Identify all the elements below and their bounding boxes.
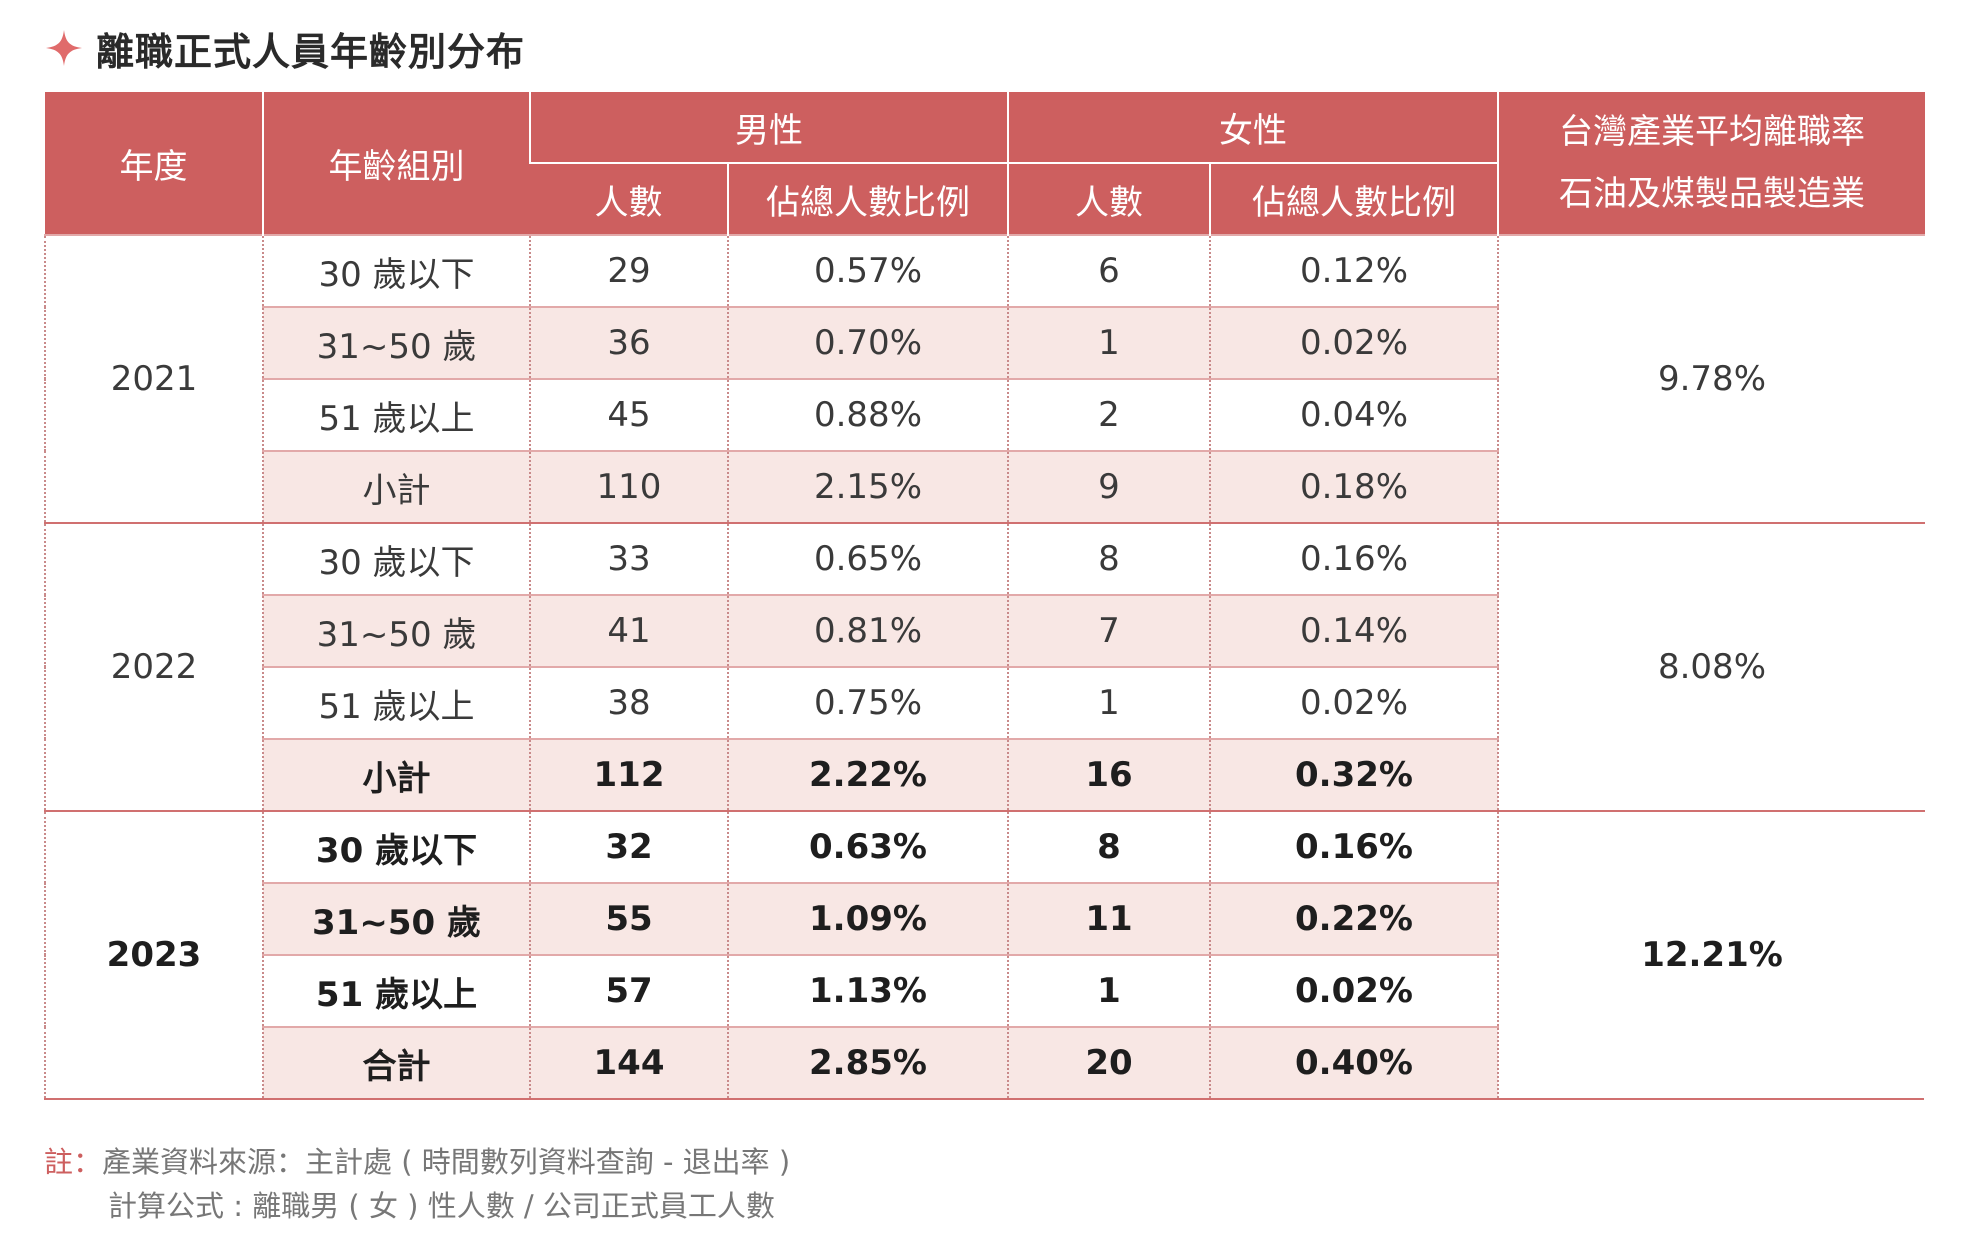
age-group-cell: 51 歲以上 (262, 378, 530, 451)
female-count-cell: 8 (1007, 810, 1210, 883)
male-ratio-cell: 2.85% (727, 1026, 1008, 1098)
male-count-cell: 38 (529, 666, 728, 739)
female-count-cell: 8 (1007, 522, 1210, 595)
page-title-row: 離職正式人員年齡別分布 (44, 18, 525, 78)
table-row: 2023 30 歲以下 32 0.63% 8 0.16% 12.21% (44, 810, 1925, 1098)
table-row: 2021 30 歲以下 29 0.57% 6 0.12% 9.78% (44, 234, 1925, 523)
female-count-cell: 20 (1007, 1026, 1210, 1098)
female-ratio-cell: 0.02% (1209, 306, 1498, 379)
female-count-cell: 6 (1007, 234, 1210, 307)
male-count-cell: 55 (529, 882, 728, 955)
female-count-cell: 1 (1007, 954, 1210, 1027)
male-ratio-cell: 0.57% (727, 234, 1008, 307)
header-female: 女性 (1007, 92, 1498, 163)
female-count-cell: 1 (1007, 666, 1210, 739)
male-ratio-cell: 2.22% (727, 738, 1008, 811)
age-group-cell: 30 歲以下 (262, 522, 530, 595)
male-count-cell: 33 (529, 522, 728, 595)
year-cell: 2022 (44, 522, 263, 811)
male-ratio-cell: 0.70% (727, 306, 1008, 379)
male-count-cell: 29 (529, 234, 728, 307)
male-count-cell: 32 (529, 810, 728, 883)
header-industry-rate-line1: 台灣產業平均離職率 (1559, 112, 1865, 152)
male-ratio-cell: 1.13% (727, 954, 1008, 1027)
age-group-cell: 31~50 歲 (262, 882, 530, 955)
female-ratio-cell: 0.02% (1209, 954, 1498, 1027)
age-group-cell: 31~50 歲 (262, 306, 530, 379)
male-count-cell: 45 (529, 378, 728, 451)
industry-rate-cell: 8.08% (1497, 522, 1925, 811)
table-bottom-rule (44, 1098, 1924, 1100)
female-count-cell: 9 (1007, 450, 1210, 523)
footnote-line1: 註：產業資料來源：主計處 ( 時間數列資料查詢 - 退出率 ) (44, 1140, 790, 1184)
female-count-cell: 2 (1007, 378, 1210, 451)
header-female-ratio: 佔總人數比例 (1209, 162, 1498, 235)
turnover-age-table: 年度 年齡組別 男性 女性 台灣產業平均離職率 石油及煤製品製造業 人數 佔總人… (44, 92, 1925, 1098)
male-ratio-cell: 0.75% (727, 666, 1008, 739)
age-group-cell: 51 歲以上 (262, 954, 530, 1027)
age-group-cell: 小計 (262, 738, 530, 811)
female-count-cell: 16 (1007, 738, 1210, 811)
header-female-count: 人數 (1007, 162, 1210, 235)
male-count-cell: 41 (529, 594, 728, 667)
male-count-cell: 36 (529, 306, 728, 379)
year-cell: 2021 (44, 234, 263, 523)
page-title: 離職正式人員年齡別分布 (96, 29, 526, 74)
table-row: 2022 30 歲以下 33 0.65% 8 0.16% 8.08% (44, 522, 1925, 811)
table-row: 小計 110 2.15% 9 0.18% (45, 450, 1925, 523)
industry-rate-cell: 12.21% (1497, 810, 1925, 1098)
male-count-cell: 144 (529, 1026, 728, 1098)
female-ratio-cell: 0.14% (1209, 594, 1498, 667)
header-male: 男性 (529, 92, 1008, 163)
female-ratio-cell: 0.32% (1209, 738, 1498, 811)
footnote-label: 註： (44, 1145, 103, 1179)
age-group-cell: 合計 (262, 1026, 530, 1098)
female-ratio-cell: 0.40% (1209, 1026, 1498, 1098)
age-group-cell: 小計 (262, 450, 530, 523)
table-row: 51 歲以上 57 1.13% 1 0.02% (45, 954, 1925, 1027)
table-row: 31~50 歲 55 1.09% 11 0.22% (45, 882, 1925, 955)
table-row: 合計 144 2.85% 20 0.40% (45, 1026, 1925, 1098)
male-ratio-cell: 1.09% (727, 882, 1008, 955)
female-count-cell: 7 (1007, 594, 1210, 667)
header-industry-rate: 台灣產業平均離職率 石油及煤製品製造業 (1497, 92, 1925, 235)
female-ratio-cell: 0.22% (1209, 882, 1498, 955)
female-count-cell: 11 (1007, 882, 1210, 955)
year-cell: 2023 (44, 810, 263, 1098)
age-group-cell: 30 歲以下 (262, 810, 530, 883)
male-count-cell: 112 (529, 738, 728, 811)
male-ratio-cell: 0.88% (727, 378, 1008, 451)
male-ratio-cell: 0.81% (727, 594, 1008, 667)
male-count-cell: 57 (529, 954, 728, 1027)
footnote: 註：產業資料來源：主計處 ( 時間數列資料查詢 - 退出率 ) 計算公式 : 離… (44, 1140, 790, 1228)
male-ratio-cell: 2.15% (727, 450, 1008, 523)
age-group-cell: 30 歲以下 (262, 234, 530, 307)
header-age-group: 年齡組別 (262, 92, 530, 235)
female-ratio-cell: 0.12% (1209, 234, 1498, 307)
table-row: 51 歲以上 45 0.88% 2 0.04% (45, 378, 1925, 451)
male-count-cell: 110 (529, 450, 728, 523)
male-ratio-cell: 0.63% (727, 810, 1008, 883)
table-row: 小計 112 2.22% 16 0.32% (45, 738, 1925, 811)
footnote-source: 產業資料來源：主計處 ( 時間數列資料查詢 - 退出率 ) (102, 1145, 791, 1179)
table-row: 31~50 歲 36 0.70% 1 0.02% (45, 306, 1925, 379)
header-industry-rate-line2: 石油及煤製品製造業 (1559, 174, 1865, 214)
header-male-ratio: 佔總人數比例 (727, 162, 1008, 235)
table-row: 31~50 歲 41 0.81% 7 0.14% (45, 594, 1925, 667)
female-ratio-cell: 0.18% (1209, 450, 1498, 523)
female-ratio-cell: 0.16% (1209, 810, 1498, 883)
age-group-cell: 51 歲以上 (262, 666, 530, 739)
female-ratio-cell: 0.02% (1209, 666, 1498, 739)
footnote-formula: 計算公式 : 離職男 ( 女 ) 性人數 / 公司正式員工人數 (108, 1189, 775, 1223)
female-count-cell: 1 (1007, 306, 1210, 379)
male-ratio-cell: 0.65% (727, 522, 1008, 595)
sparkle-star-icon (46, 30, 82, 66)
age-group-cell: 31~50 歲 (262, 594, 530, 667)
female-ratio-cell: 0.04% (1209, 378, 1498, 451)
header-male-count: 人數 (530, 162, 728, 235)
table-row: 51 歲以上 38 0.75% 1 0.02% (45, 666, 1925, 739)
female-ratio-cell: 0.16% (1209, 522, 1498, 595)
industry-rate-cell: 9.78% (1497, 234, 1925, 523)
header-year: 年度 (45, 92, 263, 235)
